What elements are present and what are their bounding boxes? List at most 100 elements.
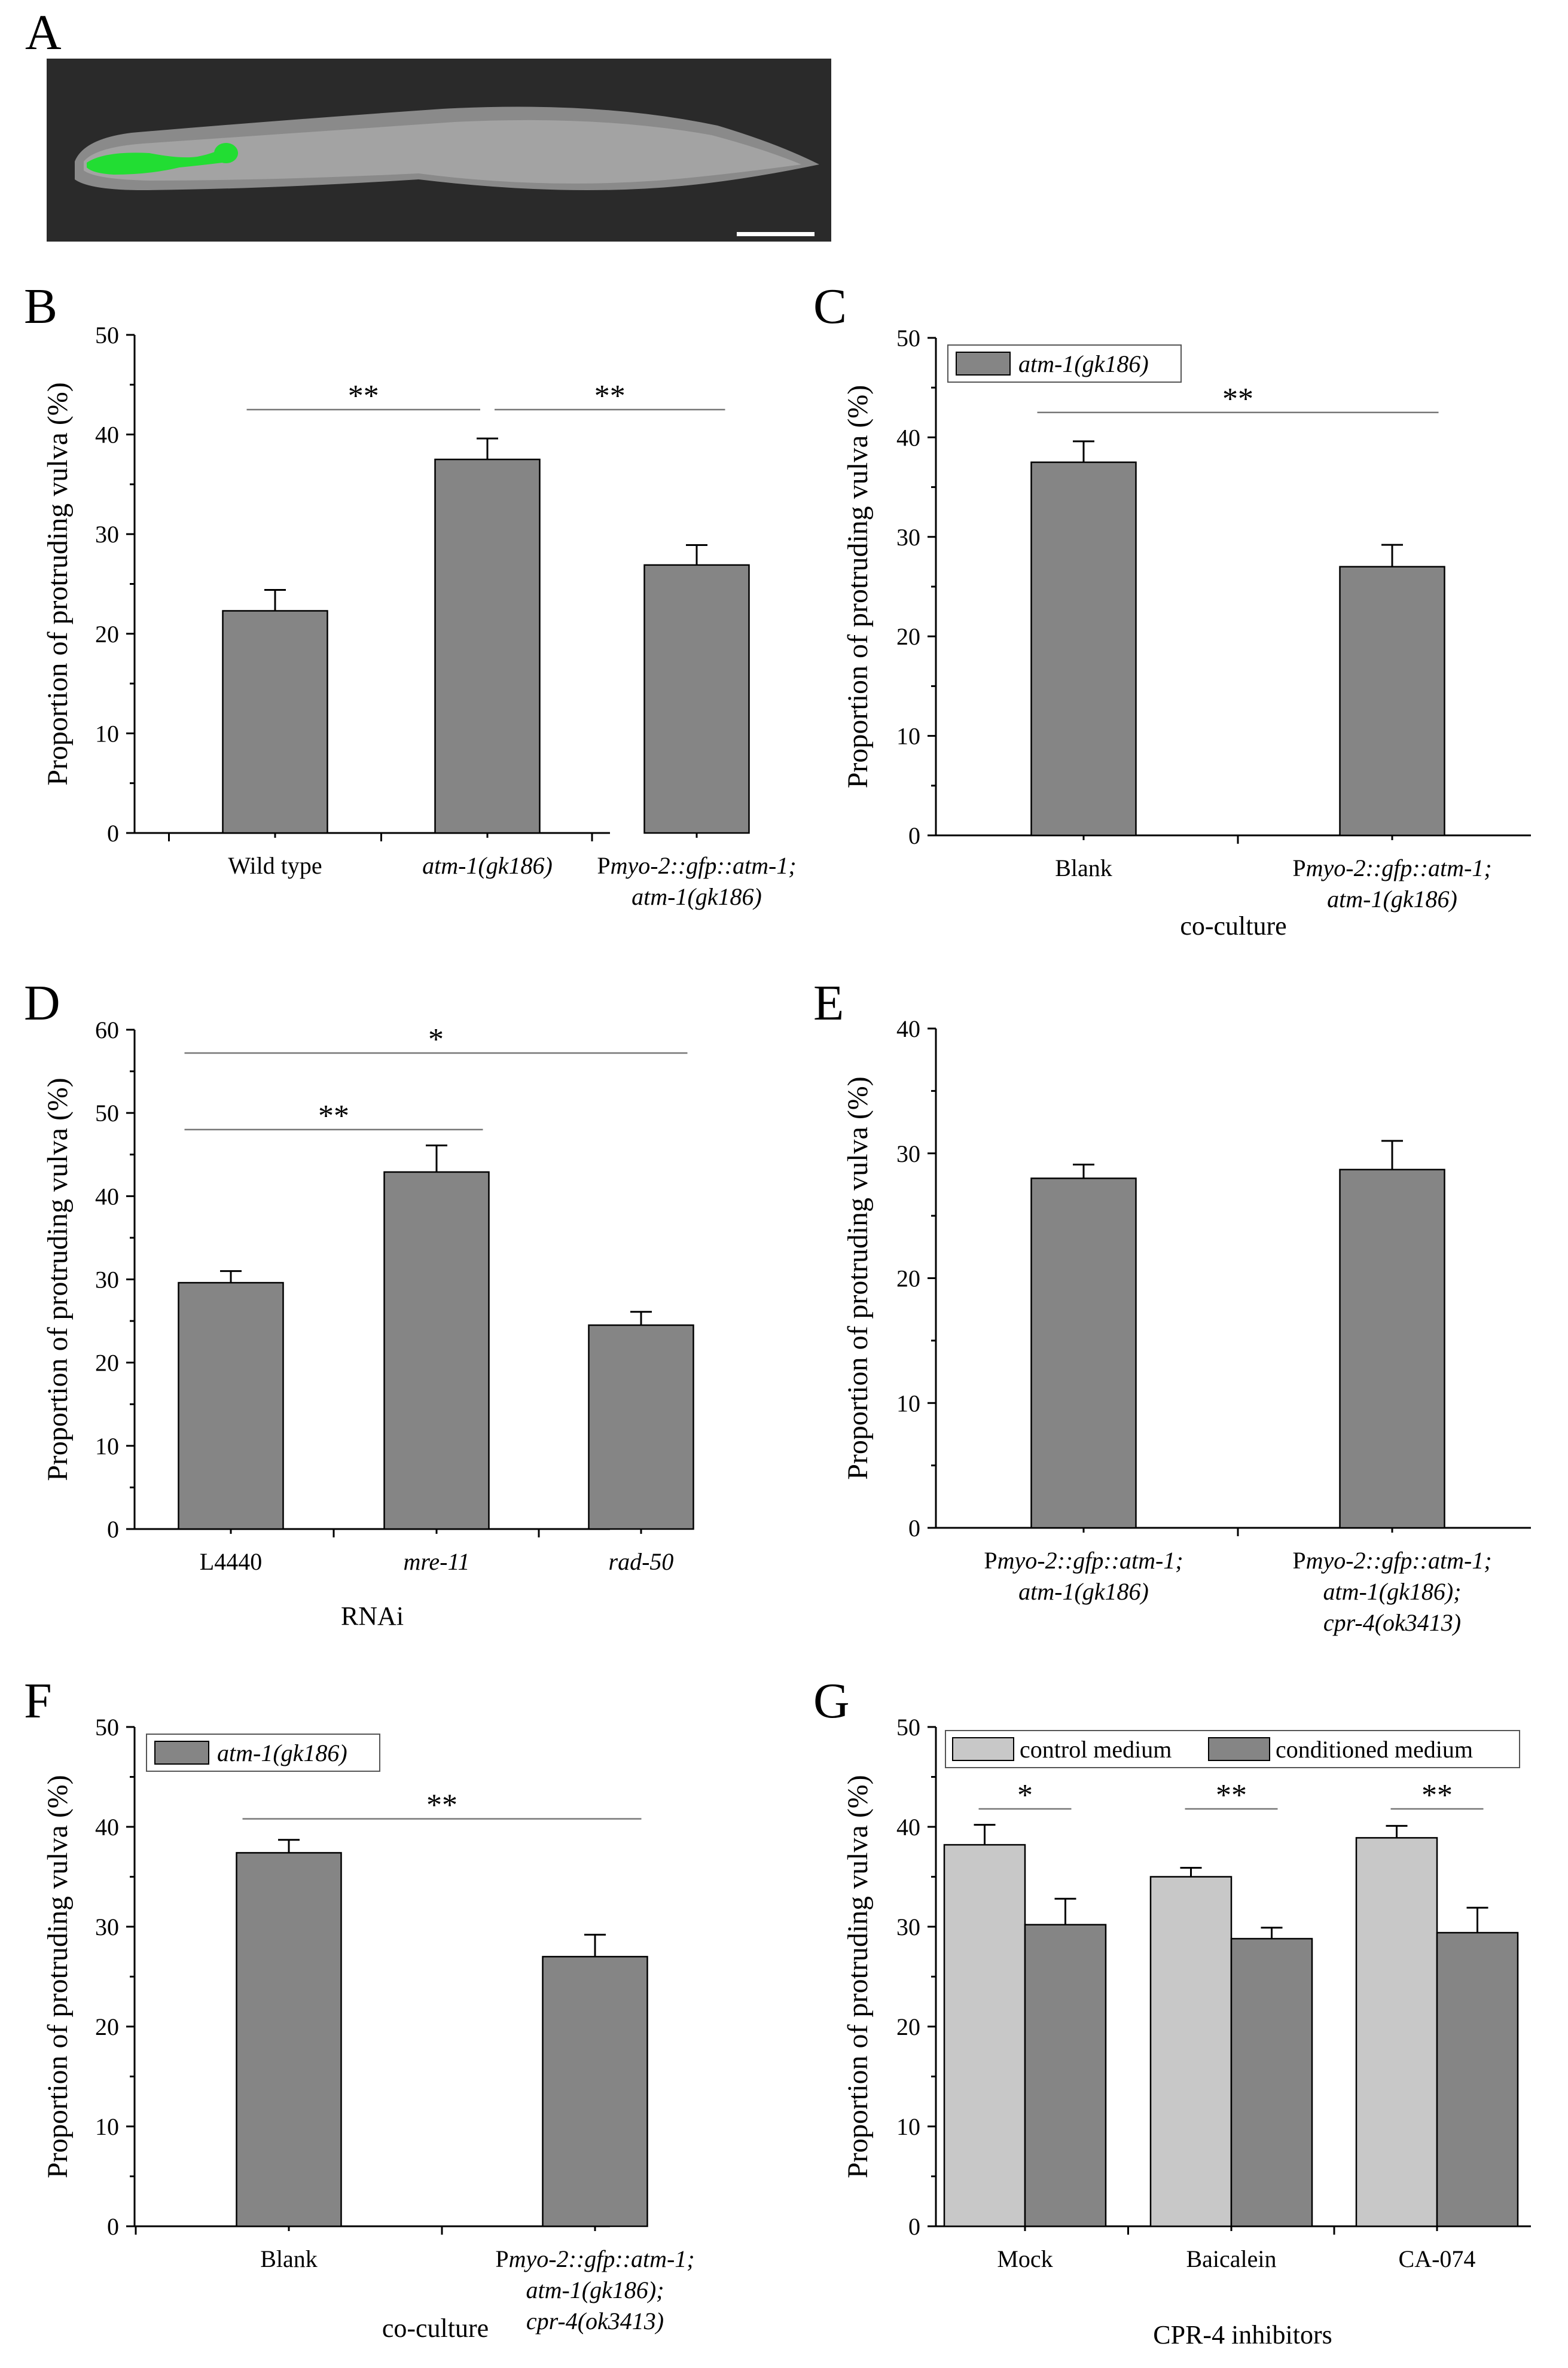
x-axis-label: co-culture	[382, 2314, 489, 2343]
y-tick-label: 30	[95, 521, 119, 548]
x-tick-label: Pmyo-2::gfp::atm-1;	[1292, 855, 1491, 881]
y-tick-label: 20	[896, 1265, 920, 1292]
y-tick-label: 20	[896, 623, 920, 650]
bar	[1339, 1168, 1445, 1529]
legend-swatch	[154, 1741, 209, 1765]
bar	[1339, 566, 1445, 837]
y-tick-label: 10	[95, 1433, 119, 1460]
bar	[383, 1171, 490, 1530]
y-tick-label: 30	[896, 1140, 920, 1167]
y-tick-label: 10	[95, 2113, 119, 2140]
y-axis-label: Proportion of protruding vulva (%)	[842, 385, 874, 789]
y-tick-label: 10	[896, 2113, 920, 2140]
significance-marker: **	[594, 379, 626, 413]
chart-g: G Proportion of protruding vulva (%) 0 10 20…	[813, 1673, 1531, 2349]
y-tick-label: 10	[896, 723, 920, 750]
chart-f: F Proportion of protruding vulva (%) 0 10 20…	[24, 1673, 695, 2343]
y-axis-label: Proportion of protruding vulva (%)	[842, 1076, 874, 1480]
bar	[1355, 1837, 1438, 2227]
panel-letter-d: D	[24, 975, 60, 1031]
x-tick-label: Baicalein	[1186, 2245, 1276, 2272]
x-tick-label: L4440	[200, 1548, 262, 1575]
x-tick-label: atm-1(gk186);	[526, 2277, 664, 2303]
y-tick-label: 50	[95, 1714, 119, 1741]
legend-label: atm-1(gk186)	[217, 1740, 347, 1766]
bar	[542, 1955, 648, 2227]
y-tick-label: 0	[107, 820, 119, 847]
significance-marker: **	[348, 379, 379, 413]
legend-swatch	[952, 1737, 1014, 1761]
panel-letter-a: A	[25, 5, 62, 60]
bar	[222, 610, 328, 834]
x-tick-label: rad-50	[609, 1548, 674, 1575]
chart-c: C Proportion of protruding vulva (%) 0 10 20…	[813, 279, 1531, 941]
significance-marker: **	[426, 1789, 457, 1823]
legend-label: control medium	[1020, 1736, 1172, 1763]
y-tick-label: 40	[896, 1814, 920, 1841]
bar	[943, 1844, 1026, 2227]
y-tick-label: 0	[107, 1516, 119, 1543]
x-axis-label: RNAi	[341, 1601, 404, 1631]
bar	[1149, 1876, 1233, 2227]
y-tick-label: 50	[95, 322, 119, 349]
x-tick-label: CA-074	[1399, 2245, 1476, 2272]
bar	[434, 459, 541, 834]
x-tick-label: cpr-4(ok3413)	[526, 2308, 664, 2335]
y-tick-label: 0	[107, 2213, 119, 2240]
x-tick-label: cpr-4(ok3413)	[1323, 1609, 1461, 1636]
legend: atm-1(gk186)	[146, 1734, 380, 1772]
bar	[1436, 1931, 1519, 2227]
panel-letter-g: G	[813, 1673, 850, 1729]
x-tick-label: Pmyo-2::gfp::atm-1;	[1292, 1547, 1491, 1574]
y-tick-label: 0	[908, 1515, 920, 1542]
bar	[1230, 1937, 1313, 2227]
y-tick-label: 0	[908, 822, 920, 849]
legend-swatch	[1208, 1737, 1270, 1761]
significance-marker: **	[1421, 1778, 1453, 1812]
y-tick-label: 20	[95, 1350, 119, 1377]
y-tick-label: 50	[896, 1714, 920, 1741]
legend: control medium conditioned medium	[945, 1730, 1520, 1768]
chart-e: E Proportion of protruding vulva (%) 0 10 20…	[813, 975, 1531, 1636]
y-tick-label: 30	[896, 524, 920, 551]
y-tick-label: 20	[896, 2013, 920, 2040]
x-tick-label: Pmyo-2::gfp::atm-1;	[597, 852, 796, 879]
panel-letter-e: E	[813, 975, 844, 1031]
x-tick-label: atm-1(gk186)	[632, 883, 762, 910]
chart-d: D Proportion of protruding vulva (%) 0 10 20…	[24, 975, 694, 1631]
x-tick-label: atm-1(gk186)	[422, 852, 553, 879]
x-tick-label: Blank	[260, 2245, 318, 2272]
y-axis-label: Proportion of protruding vulva (%)	[42, 1775, 74, 2178]
y-tick-label: 30	[95, 1267, 119, 1293]
y-axis-label: Proportion of protruding vulva (%)	[42, 1078, 74, 1481]
y-axis-label: Proportion of protruding vulva (%)	[42, 382, 74, 786]
significance-marker: **	[1222, 382, 1253, 416]
legend-label: atm-1(gk186)	[1018, 350, 1149, 377]
legend: atm-1(gk186)	[947, 344, 1182, 383]
x-tick-label: atm-1(gk186);	[1323, 1578, 1461, 1605]
y-tick-label: 20	[95, 2013, 119, 2040]
significance-marker: **	[1216, 1778, 1247, 1812]
significance-marker: *	[428, 1023, 444, 1057]
y-tick-label: 40	[95, 1814, 119, 1841]
bar	[236, 1852, 342, 2227]
x-axis-label: CPR-4 inhibitors	[1153, 2320, 1332, 2349]
x-tick-label: Pmyo-2::gfp::atm-1;	[984, 1547, 1183, 1574]
y-tick-label: 40	[896, 424, 920, 451]
panel-letter-c: C	[813, 279, 847, 334]
bar	[1030, 1177, 1137, 1529]
bar	[1024, 1924, 1107, 2227]
x-axis-label: co-culture	[1180, 911, 1286, 941]
y-tick-label: 20	[95, 621, 119, 648]
legend-swatch	[956, 352, 1011, 376]
y-tick-label: 10	[95, 720, 119, 747]
panel-letter-b: B	[24, 279, 57, 334]
x-tick-label: Mock	[997, 2245, 1053, 2272]
y-tick-label: 0	[908, 2213, 920, 2240]
y-tick-label: 40	[95, 1183, 119, 1210]
x-tick-label: atm-1(gk186)	[1327, 886, 1457, 913]
bar	[178, 1281, 284, 1530]
y-tick-label: 30	[95, 1914, 119, 1940]
y-tick-label: 40	[896, 1015, 920, 1042]
